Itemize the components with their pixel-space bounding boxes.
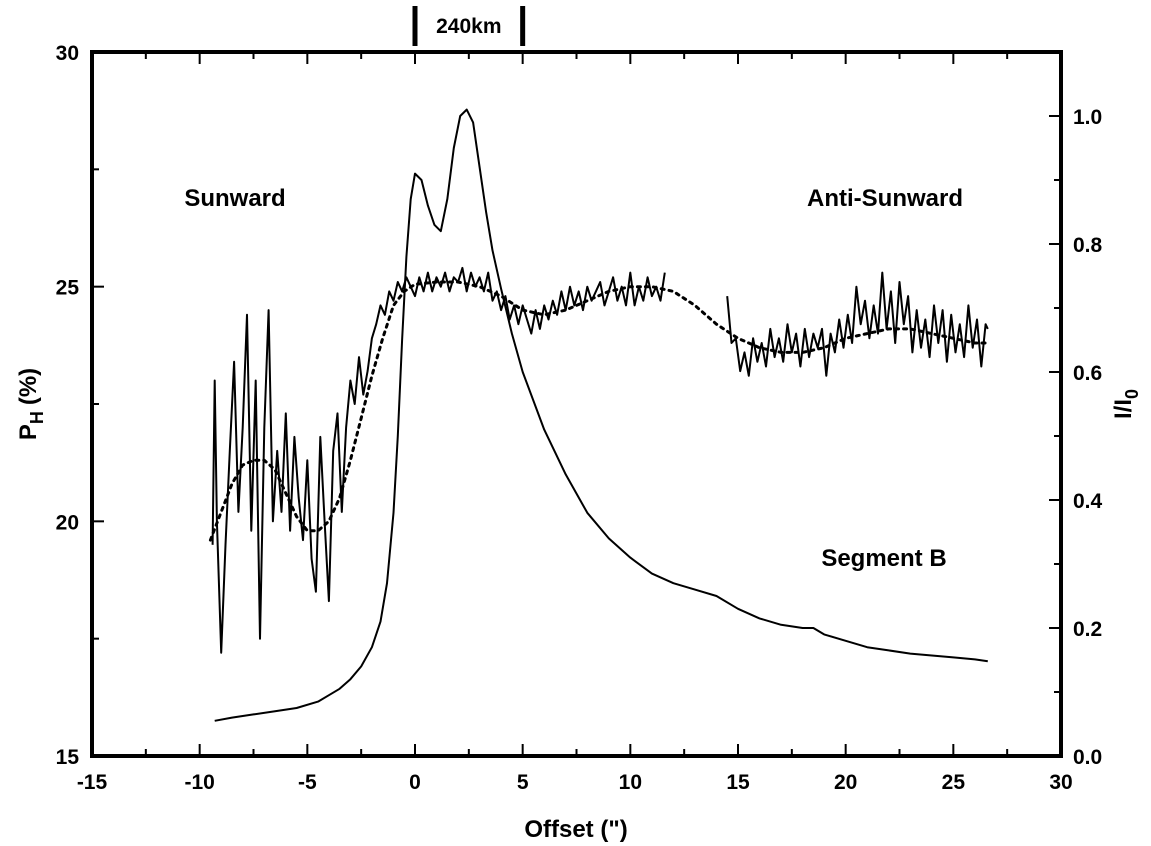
series-layer [208, 108, 990, 722]
y-left-tick-label: 20 [56, 511, 79, 534]
x-tick-label: 5 [517, 771, 529, 794]
scale-bar: 240km [412, 6, 526, 46]
y-left-tick-label: 25 [56, 277, 80, 300]
y-left-title-sub: H [27, 411, 47, 424]
y-left-title-unit: (%) [15, 368, 42, 405]
x-tick-label: 10 [619, 771, 642, 794]
series-line-polarization-segment [726, 271, 989, 377]
y-left-tick-label: 30 [56, 42, 79, 65]
y-right-tick-label: 0.0 [1073, 746, 1102, 769]
x-tick-label: -15 [77, 771, 108, 794]
y-left-title-main: P [15, 424, 42, 440]
y-right-tick-labels: 0.0 0.2 0.4 0.6 0.8 1.0 [1073, 106, 1103, 769]
y-right-axis-title: I/I0 [1110, 389, 1142, 419]
x-axis-title: Offset (") [524, 816, 627, 843]
y-right-tick-label: 0.2 [1073, 618, 1102, 641]
x-tick-label: -5 [298, 771, 317, 794]
series-line-intensity [214, 108, 988, 722]
y-right-title-sub: 0 [1122, 389, 1142, 399]
annotation-sunward: Sunward [184, 185, 285, 212]
annotation-segment: Segment B [821, 545, 946, 572]
tick-marks [91, 51, 1062, 757]
x-tick-label: 25 [942, 771, 966, 794]
y-left-axis-title: PH (%) [15, 368, 47, 440]
x-tick-label: 30 [1049, 771, 1072, 794]
annotation-anti-sunward: Anti-Sunward [807, 185, 963, 212]
x-tick-label: -10 [184, 771, 214, 794]
series-line-polarization-segment [211, 266, 666, 654]
y-right-tick-label: 0.8 [1073, 234, 1103, 257]
x-tick-label: 15 [726, 771, 750, 794]
y-left-tick-label: 15 [56, 746, 80, 769]
x-tick-label: 20 [834, 771, 857, 794]
y-right-title-main: I/I [1110, 399, 1137, 419]
y-left-tick-labels: 15 20 25 30 [56, 42, 80, 769]
plot-frame [90, 50, 1063, 758]
y-right-tick-label: 1.0 [1073, 106, 1102, 129]
x-tick-label: 0 [409, 771, 421, 794]
series-line-polarization-fit [208, 280, 990, 542]
y-right-tick-label: 0.6 [1073, 362, 1102, 385]
y-right-tick-label: 0.4 [1073, 490, 1103, 513]
x-tick-labels: -15 -10 -5 0 5 10 15 20 25 30 [77, 771, 1073, 794]
scale-bar-label: 240km [436, 15, 501, 38]
